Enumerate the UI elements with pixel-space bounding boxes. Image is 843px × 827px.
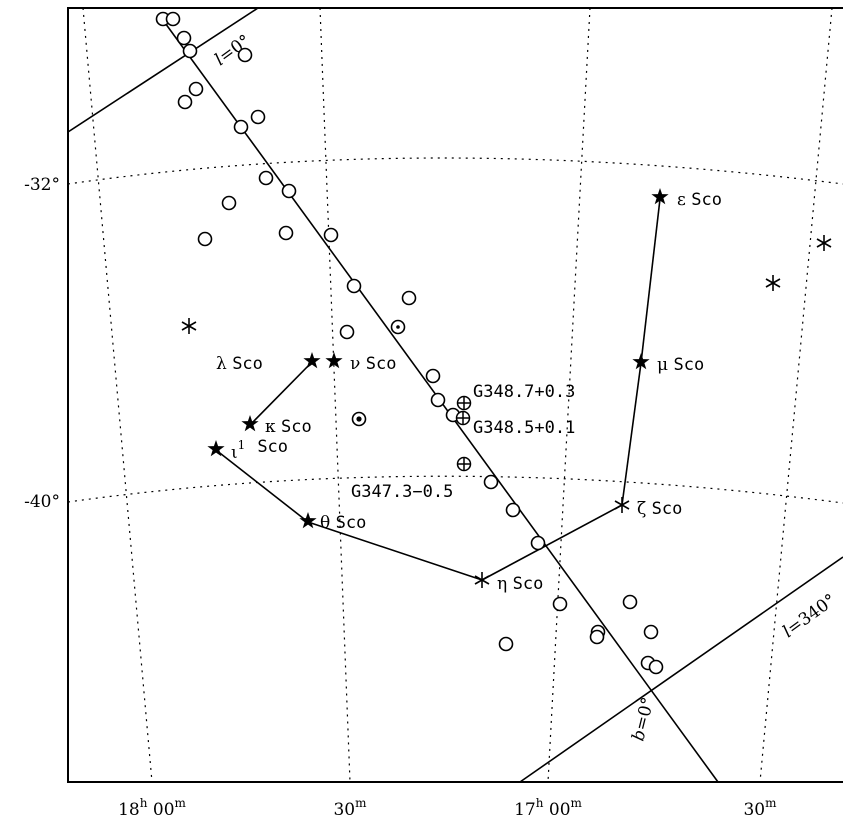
source-circle [530,535,546,551]
source-circle [589,629,605,645]
source-circle [483,474,499,490]
label-g348-5: G348.5+0.1 [473,418,575,438]
source-circle [177,94,193,110]
plot-frame [67,7,843,783]
snr-marker-g347-3 [456,456,472,472]
label-iota1-sco: ι1 Sco [231,437,288,463]
label-g347-3: G347.3−0.5 [351,482,453,502]
source-circle [197,231,213,247]
y-tick-label--40: -40° [24,492,60,512]
label-eta-sco: η Sco [497,574,543,594]
line-theta-iota [215,449,309,523]
galactic-longitude-340-line [519,556,843,783]
label-l-0: l=0° [211,31,254,70]
y-tick-label--32: -32° [24,175,60,195]
asterisk-marker [816,234,832,252]
label-nu-sco: ν Sco [350,354,396,374]
y-axis: -32° -40° [24,175,60,512]
source-circle [346,278,362,294]
source-circle [165,11,181,27]
source-circle [188,81,204,97]
source-circle [552,596,568,612]
label-lambda-sco: λ Sco [216,354,263,374]
source-circle [281,183,297,199]
ra-gridline-17h00m [547,7,591,783]
asterisk-marker [765,274,781,292]
source-circle [401,290,417,306]
constellation-lines [215,198,661,581]
label-epsilon-sco: ε Sco [677,190,722,210]
label-zeta-sco: ζ Sco [637,499,682,519]
crossed-circle-markers [455,395,472,472]
source-circle [221,195,237,211]
coordinate-grid [67,7,843,783]
x-tick-label-30m: 30m [333,796,367,820]
source-circle [182,43,198,59]
label-kappa-sco: κ Sco [265,417,312,437]
label-l-340: l=340° [779,590,840,642]
source-circle [648,659,664,675]
open-circle-markers [155,11,664,675]
line-eta-theta [307,521,483,581]
star-theta-sco [299,512,317,529]
source-circle [425,368,441,384]
star-lambda-sco [303,352,321,369]
source-circle [176,30,192,46]
label-theta-sco: θ Sco [320,513,366,533]
named-star-markers [207,188,669,589]
source-circle [323,227,339,243]
dotted-circle-markers [351,319,406,427]
galactic-longitude-0-line [67,7,259,133]
asterisk-marker [181,317,197,335]
source-circle [233,119,249,135]
dotted-source-dot [396,325,400,329]
line-kappa-lambda [249,361,313,426]
source-circle [237,47,253,63]
galactic-lines [67,7,843,783]
ra-gridline-17h45m [319,7,351,783]
x-axis: 18h 00m 30m 17h 00m 30m [118,796,777,820]
source-circle [278,225,294,241]
dec-gridline--40 [67,475,843,504]
ra-gridline-16h30m [759,7,833,783]
x-tick-label-17h00m: 17h 00m [514,796,582,820]
source-circle [643,624,659,640]
x-tick-label-16h30m: 30m [743,796,777,820]
source-circle [622,594,638,610]
source-circle [430,392,446,408]
source-labels: G348.7+0.3 G348.5+0.1 G347.3−0.5 [351,382,575,502]
ra-gridline-18h00m [82,7,153,783]
label-mu-sco: μ Sco [657,355,704,375]
source-circle [498,636,514,652]
source-circle [250,109,266,125]
source-circle [258,170,274,186]
star-kappa-sco [241,415,259,432]
label-g348-7: G348.7+0.3 [473,382,575,402]
snr-marker-g348-5 [455,410,471,426]
line-zeta-eta [481,504,623,581]
asterisk-markers [181,234,832,335]
dotted-source-dot [356,416,362,422]
dec-gridline--32 [67,157,843,185]
snr-marker-g348-7 [456,395,472,411]
source-circle [505,502,521,518]
x-tick-label-18h00m: 18h 00m [118,796,186,820]
source-circle [339,324,355,340]
star-labels: ε Sco μ Sco ζ Sco η Sco θ Sco ι1 Sco κ Sc… [216,190,722,594]
line-mu-zeta [621,362,642,506]
star-zeta-sco [614,496,630,514]
star-eta-sco [474,571,490,589]
line-epsilon-mu [640,198,661,364]
